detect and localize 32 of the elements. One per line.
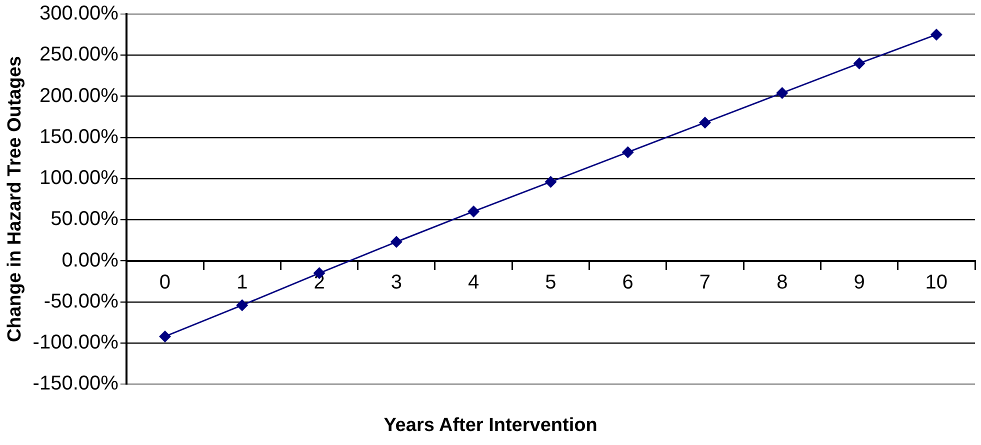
x-tick-label: 0 (159, 271, 171, 294)
point (930, 28, 942, 41)
x-tick-label: 7 (699, 271, 711, 294)
point (158, 330, 171, 342)
point (236, 299, 248, 312)
x-axis-title: Years After Intervention (384, 414, 598, 436)
x-tick-label: 3 (390, 271, 402, 294)
point (622, 146, 634, 158)
point (776, 86, 788, 99)
point (390, 236, 402, 248)
y-tick-label: -150.00% (32, 372, 119, 395)
y-tick-label: 50.00% (50, 208, 119, 230)
y-tick-label: 250.00% (39, 44, 119, 66)
x-tick-label: 8 (776, 271, 788, 294)
x-tick-label: 5 (545, 271, 556, 294)
x-tick-label: 1 (236, 271, 248, 294)
x-tick-label: 9 (854, 271, 865, 294)
y-tick-label: 0.00% (62, 249, 119, 272)
x-tick-label: 4 (468, 271, 480, 294)
point (698, 116, 711, 129)
y-tick-label: -100.00% (32, 332, 119, 354)
y-tick-label: 300.00% (39, 2, 119, 25)
point (544, 176, 557, 188)
point (468, 205, 480, 218)
point (853, 57, 866, 70)
y-tick-label: 200.00% (39, 84, 119, 107)
y-tick-label: -50.00% (44, 290, 119, 312)
y-axis-title: Change in Hazard Tree Outages (4, 56, 26, 342)
x-tick-label: 6 (622, 271, 634, 294)
y-tick-label: 150.00% (39, 126, 119, 148)
y-tick-label: 100.00% (39, 167, 119, 190)
x-tick-label: 10 (925, 271, 948, 294)
